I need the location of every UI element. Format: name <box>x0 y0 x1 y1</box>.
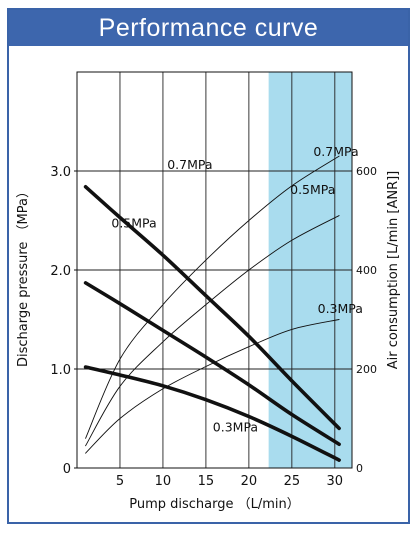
y-left-tick-label: 3.0 <box>50 165 71 180</box>
air-curve-0-3mpa <box>85 319 340 454</box>
x-axis-label: Pump discharge （L/min） <box>129 497 300 512</box>
y-right-tick-label: 0 <box>356 462 363 475</box>
x-tick-label: 15 <box>198 474 215 489</box>
x-tick-label: 30 <box>327 474 344 489</box>
curve-label: 0.5MPa <box>111 215 156 230</box>
pressure-curve-0-3mpa <box>83 365 341 462</box>
x-tick-label: 10 <box>155 474 172 489</box>
x-tick-label: 20 <box>241 474 258 489</box>
y-right-tick-label: 600 <box>356 165 377 178</box>
x-tick-label: 25 <box>284 474 301 489</box>
y-axis-right-label: Air consumption [L/min [ANR]] <box>386 171 401 370</box>
chart-title: Performance curve <box>9 10 408 46</box>
series-group <box>83 155 341 462</box>
pressure-curve-0-7mpa <box>83 185 341 431</box>
y-left-tick-label: 2.0 <box>50 264 71 279</box>
y-axis-left-label: Discharge pressure （MPa） <box>16 185 31 367</box>
y-left-tick-label: 1.0 <box>50 363 71 378</box>
ticks: 5 10 15 20 25 30 0 1.0 2.0 3.0 0 200 400 600 <box>50 165 377 489</box>
y-left-tick-label: 0 <box>63 462 71 477</box>
air-curve-0-7mpa <box>85 155 340 439</box>
grid <box>77 72 352 468</box>
y-right-tick-label: 200 <box>356 363 377 376</box>
annotations: 0.7MPa 0.5MPa 0.3MPa 0.7MPa 0.5MPa 0.3MPa <box>111 144 363 434</box>
curve-label: 0.7MPa <box>313 144 358 159</box>
curve-label: 0.5MPa <box>290 182 335 197</box>
curve-label: 0.3MPa <box>318 301 363 316</box>
air-curve-0-5mpa <box>85 215 340 447</box>
y-right-tick-label: 400 <box>356 264 377 277</box>
curve-label: 0.7MPa <box>167 157 212 172</box>
pressure-curve-0-5mpa <box>83 281 341 447</box>
curve-label: 0.3MPa <box>213 419 258 434</box>
x-tick-label: 5 <box>116 474 124 489</box>
